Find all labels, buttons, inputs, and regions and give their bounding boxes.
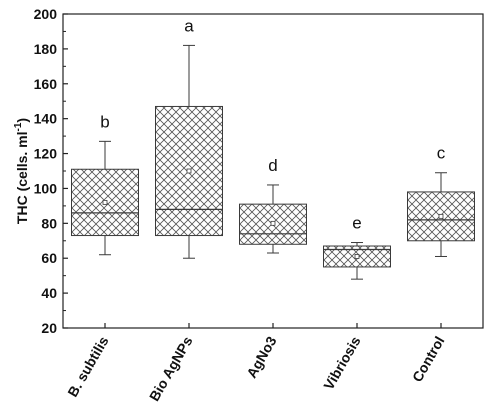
x-tick-label: Vibriosis	[320, 333, 363, 392]
x-tick-label: AgNo3	[243, 333, 280, 380]
y-tick-label: 80	[41, 215, 57, 231]
y-tick-label: 40	[41, 285, 57, 301]
mean-marker	[102, 199, 108, 205]
y-axis-title: THC (cells. ml-1)	[13, 118, 30, 224]
significance-letter: c	[437, 144, 446, 163]
box-3: d	[239, 156, 307, 328]
x-axis-labels: B. subtilis Bio AgNPs AgNo3 Vibriosis Contro…	[64, 333, 447, 403]
y-tick-label: 60	[41, 250, 57, 266]
box-4: e	[323, 214, 391, 328]
y-tick-label: 200	[34, 6, 58, 22]
mean-marker	[438, 213, 444, 219]
significance-letter: a	[184, 16, 194, 35]
x-tick-label: B. subtilis	[64, 333, 111, 399]
y-tick-label: 100	[34, 180, 58, 196]
y-tick-label: 160	[34, 76, 58, 92]
y-tick-label: 140	[34, 111, 58, 127]
mean-marker	[354, 254, 360, 259]
y-tick-label: 120	[34, 146, 58, 162]
mean-marker	[270, 220, 276, 226]
x-tick-label: Bio AgNPs	[146, 333, 196, 403]
x-tick-label: Control	[409, 334, 448, 385]
y-tick-label: 180	[34, 41, 58, 57]
box-2: a	[155, 16, 223, 328]
box-5: c	[407, 144, 475, 328]
significance-letter: d	[268, 156, 277, 175]
y-axis: 20 40 60 80 100 120 140 160 180 200	[34, 6, 68, 336]
box-1: b	[71, 112, 139, 328]
mean-marker	[186, 168, 192, 174]
y-tick-label: 20	[41, 320, 57, 336]
box-series: b a d e c	[71, 16, 475, 328]
significance-letter: e	[352, 214, 361, 233]
significance-letter: b	[100, 112, 109, 131]
